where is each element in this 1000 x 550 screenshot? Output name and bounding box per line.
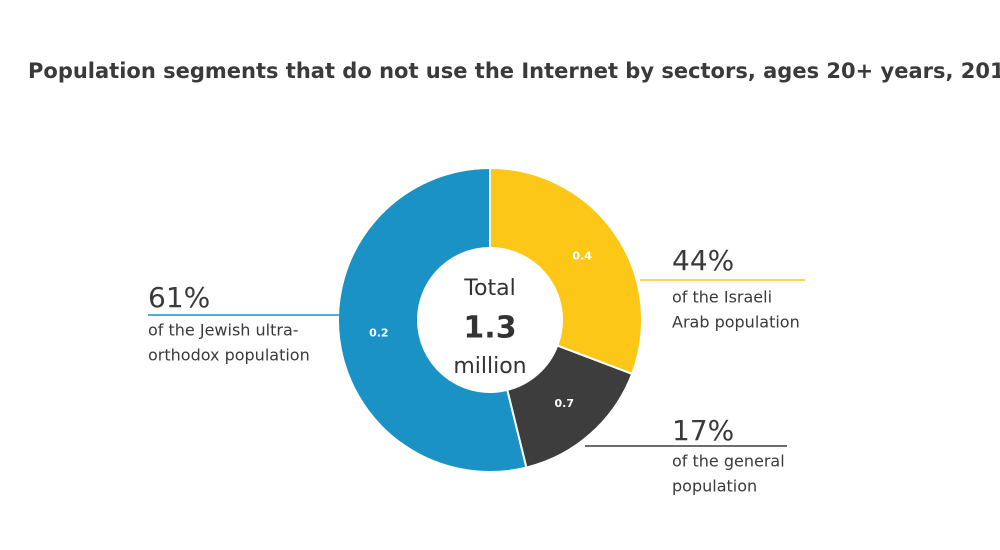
callout-percent: 44%	[672, 244, 734, 277]
chart-title: Population segments that do not use the …	[28, 59, 1000, 83]
callout-text: Arab population	[672, 313, 800, 332]
center-value: 1.3	[463, 311, 516, 346]
callout-text: of the Israeli	[672, 288, 772, 307]
callout-text: population	[672, 477, 757, 496]
callout-text: orthodox population	[148, 346, 310, 365]
center-label: million	[453, 354, 526, 379]
callout-percent: 61%	[148, 281, 210, 314]
donut-segment	[489, 166, 643, 376]
segment-label: 0.2	[369, 327, 389, 340]
segment-label: 0.4	[572, 249, 592, 262]
callout-text: of the general	[672, 452, 785, 471]
center-label: Total	[463, 276, 515, 301]
callout-text: of the Jewish ultra-	[148, 321, 299, 340]
callout-percent: 17%	[672, 414, 734, 447]
donut-segment	[337, 166, 528, 473]
donut-segment	[506, 344, 634, 469]
segment-label: 0.7	[555, 397, 575, 410]
donut	[337, 166, 643, 473]
